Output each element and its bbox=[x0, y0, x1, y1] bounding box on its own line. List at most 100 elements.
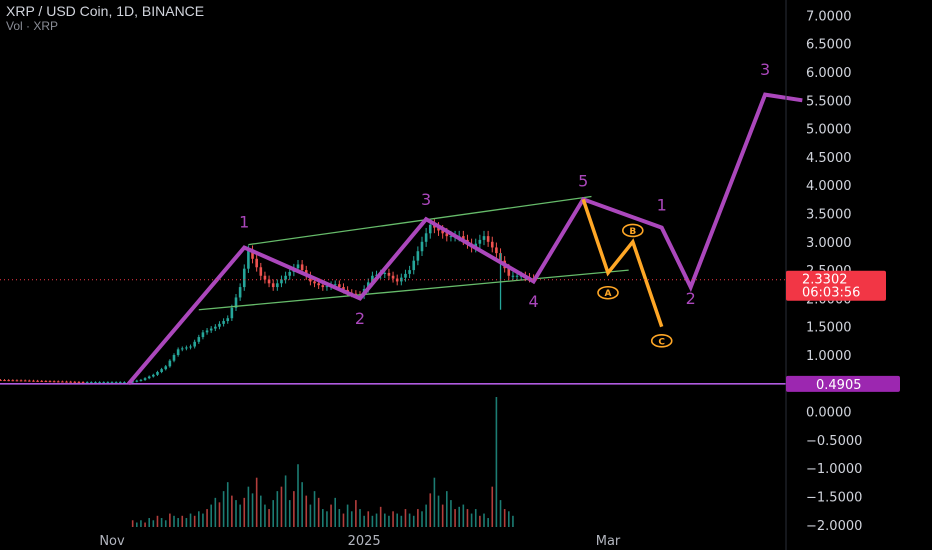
volume-bar bbox=[462, 504, 465, 527]
volume-bar bbox=[160, 518, 163, 527]
horizontal-level-badge: 0.4905 bbox=[786, 375, 900, 393]
volume-bar bbox=[280, 486, 283, 527]
volume-bar bbox=[487, 518, 489, 527]
volume-bar bbox=[412, 515, 415, 527]
candle-body bbox=[288, 271, 292, 276]
price-tick-label: 6.5000 bbox=[806, 38, 852, 53]
price-tick-label: 1.0000 bbox=[806, 349, 852, 364]
price-tick-label: 3.5000 bbox=[806, 208, 852, 223]
candle-body bbox=[205, 330, 209, 333]
candle-body bbox=[123, 382, 126, 384]
candle-body bbox=[486, 236, 490, 242]
volume-bar bbox=[508, 511, 510, 527]
candle-body bbox=[69, 381, 72, 383]
candle-body bbox=[424, 233, 428, 242]
candle-body bbox=[267, 279, 271, 284]
candle-body bbox=[230, 307, 234, 319]
candle-body bbox=[135, 380, 139, 382]
trend-channel[interactable] bbox=[198, 195, 629, 311]
candle-body bbox=[404, 273, 407, 278]
candle-body bbox=[478, 239, 482, 244]
volume-bar bbox=[474, 509, 477, 527]
horizontal-level-badge-bg bbox=[786, 375, 900, 392]
last-price-value: 2.3302 bbox=[802, 273, 848, 288]
candle-body bbox=[416, 251, 420, 261]
candle-body bbox=[156, 371, 159, 375]
candle-body bbox=[15, 380, 19, 382]
candle-body bbox=[90, 382, 93, 384]
correction-label-ring bbox=[621, 223, 644, 238]
candle-body bbox=[139, 379, 143, 381]
candle-body bbox=[19, 380, 23, 382]
volume-bars bbox=[131, 397, 514, 527]
volume-bar bbox=[268, 509, 270, 527]
candle-body bbox=[36, 380, 39, 382]
volume-bar bbox=[441, 504, 444, 527]
volume-indicator-label: Vol · XRP bbox=[6, 19, 59, 33]
volume-bar bbox=[169, 513, 171, 527]
volume-bar bbox=[235, 500, 237, 527]
candle-body bbox=[317, 283, 320, 286]
candle-body bbox=[118, 382, 122, 384]
volume-bar bbox=[301, 482, 303, 527]
candle-body bbox=[280, 279, 283, 284]
candle-body bbox=[209, 328, 213, 331]
volume-bar bbox=[202, 513, 204, 527]
volume-bar bbox=[433, 477, 436, 527]
volume-bar bbox=[470, 513, 473, 527]
candle-body bbox=[333, 284, 337, 286]
volume-bar bbox=[255, 477, 258, 527]
volume-bar bbox=[189, 513, 192, 527]
volume-bar bbox=[214, 497, 217, 527]
candle-body bbox=[201, 332, 205, 338]
volume-bar bbox=[437, 495, 440, 527]
channel-line-upper[interactable] bbox=[248, 195, 592, 246]
candle-body bbox=[172, 355, 176, 361]
volume-bar bbox=[483, 513, 485, 527]
candle-body bbox=[197, 337, 201, 342]
volume-bar bbox=[247, 486, 250, 527]
candle-body bbox=[160, 369, 163, 372]
candle-body bbox=[218, 323, 221, 327]
time-axis[interactable]: Nov 2025 Mar bbox=[99, 534, 621, 549]
correction-wave-path[interactable] bbox=[581, 198, 664, 328]
price-tick-label: 7.0000 bbox=[806, 9, 852, 24]
candle-body bbox=[495, 247, 498, 254]
impulse-wave-path[interactable] bbox=[126, 92, 803, 386]
price-axis[interactable]: 7.0000 6.5000 6.0000 5.5000 5.0000 4.5000 4.00… bbox=[785, 0, 862, 550]
volume-bar bbox=[466, 509, 469, 527]
candle-body bbox=[52, 381, 56, 383]
correction-label-text: A bbox=[605, 289, 612, 299]
candle-body bbox=[296, 264, 300, 269]
volume-bar bbox=[131, 520, 134, 527]
candle-body bbox=[474, 243, 478, 248]
candle-body bbox=[189, 346, 192, 348]
candle-body bbox=[85, 382, 89, 384]
volume-bar bbox=[417, 509, 419, 527]
candle-body bbox=[98, 382, 101, 384]
volume-bar bbox=[425, 504, 427, 527]
volume-bar bbox=[222, 491, 225, 527]
wave-label: 4 bbox=[529, 292, 539, 311]
wave-label: 2 bbox=[686, 289, 696, 308]
candle-body bbox=[313, 281, 316, 284]
volume-bar bbox=[309, 504, 312, 527]
volume-bar bbox=[404, 509, 407, 527]
volume-bar bbox=[218, 502, 221, 527]
channel-line-lower[interactable] bbox=[198, 269, 629, 311]
volume-bar bbox=[136, 522, 138, 527]
price-tick-label: 5.0000 bbox=[806, 123, 852, 138]
candle-body bbox=[321, 285, 325, 288]
volume-bar bbox=[346, 504, 349, 527]
time-tick-label: Nov bbox=[99, 534, 125, 549]
volume-bar bbox=[206, 509, 208, 527]
candle-body bbox=[462, 236, 465, 240]
correction-label-text: C bbox=[658, 337, 665, 347]
candle-body bbox=[56, 381, 60, 383]
volume-bar bbox=[305, 495, 308, 527]
candle-body bbox=[7, 380, 10, 382]
volume-bar bbox=[350, 511, 353, 527]
candle-body bbox=[482, 236, 486, 240]
